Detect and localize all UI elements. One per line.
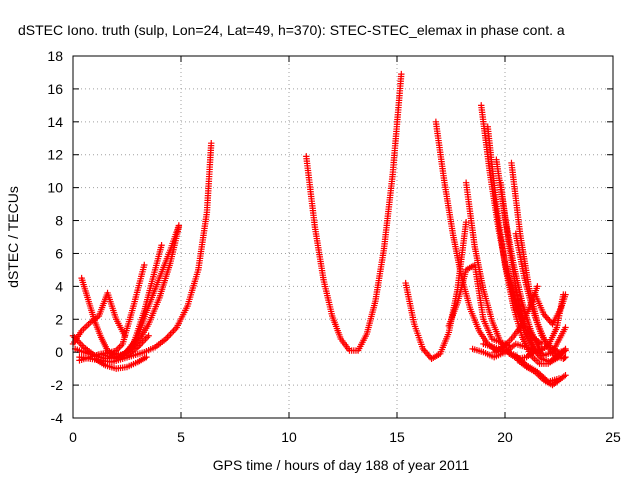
data-point <box>462 218 470 226</box>
data-point <box>208 140 215 147</box>
series-9 <box>303 70 405 354</box>
series-15 <box>484 123 569 367</box>
y-tick-label: 12 <box>47 147 63 163</box>
series-12 <box>445 261 513 349</box>
series-5 <box>102 222 183 362</box>
y-tick-labels: -4 -2 0 2 4 6 8 10 12 14 16 18 <box>47 48 63 426</box>
y-axis-label: dSTEC / TECUs <box>5 186 21 288</box>
data-point <box>562 347 569 354</box>
y-tick-label: 0 <box>55 344 63 360</box>
data-point <box>562 353 569 361</box>
y-tick-label: 16 <box>47 81 63 97</box>
data-point <box>561 354 568 362</box>
x-tick-label: 0 <box>69 429 77 445</box>
grid <box>73 56 613 418</box>
series-25 <box>532 291 569 328</box>
y-tick-label: 6 <box>55 245 63 261</box>
x-axis-label: GPS time / hours of day 188 of year 2011 <box>213 457 470 473</box>
y-tick-label: 10 <box>47 180 63 196</box>
data-point <box>158 242 165 249</box>
x-tick-label: 5 <box>177 429 185 445</box>
y-tick-label: 8 <box>55 213 63 229</box>
y-tick-label: 4 <box>55 278 63 294</box>
y-tick-label: -4 <box>51 410 64 426</box>
y-tick-label: 14 <box>47 114 63 130</box>
y-tick-label: -2 <box>51 377 64 393</box>
data-point <box>143 353 150 361</box>
data-point <box>141 261 148 269</box>
data-point <box>562 291 569 298</box>
x-tick-label: 25 <box>605 429 621 445</box>
y-tick-label: 18 <box>47 48 63 64</box>
series-24 <box>480 340 563 385</box>
plot-marks <box>69 70 569 389</box>
data-point <box>398 70 405 78</box>
plot-frame <box>72 55 614 419</box>
data-point <box>555 375 563 382</box>
y-tick-label: 2 <box>55 311 63 327</box>
data-point <box>534 283 541 290</box>
data-point <box>562 372 569 379</box>
x-tick-label: 15 <box>389 429 405 445</box>
x-tick-label: 20 <box>497 429 513 445</box>
chart-title: dSTEC Iono. truth (sulp, Lon=24, Lat=49,… <box>18 22 565 38</box>
series-4 <box>69 289 129 348</box>
data-point <box>145 332 152 339</box>
data-point <box>175 222 183 229</box>
x-tick-label: 10 <box>281 429 297 445</box>
series-8 <box>91 353 150 372</box>
data-point <box>562 324 569 331</box>
series-10 <box>402 218 470 362</box>
axis-ticks <box>72 55 614 419</box>
x-tick-labels: 0 5 10 15 20 25 <box>69 429 621 445</box>
series-7 <box>76 242 165 364</box>
